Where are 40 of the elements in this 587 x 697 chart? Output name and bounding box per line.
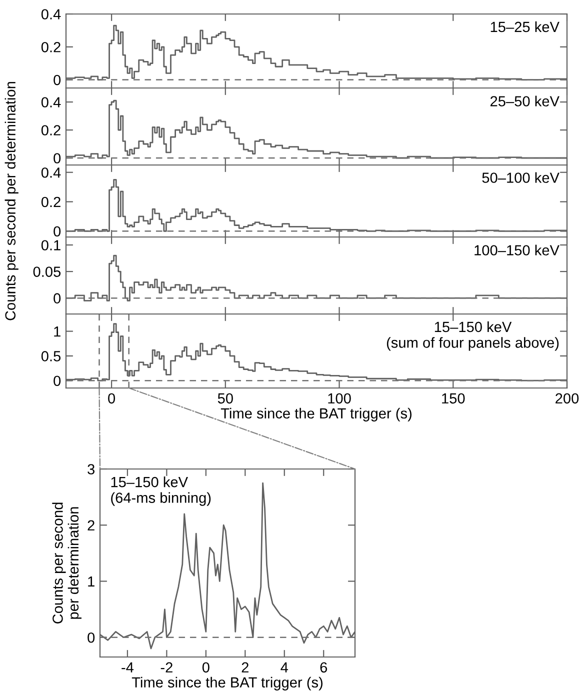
y-tick-label: 0.2	[41, 42, 60, 52]
y-tick-label: 0.4	[41, 9, 61, 20]
y-tick-label: 1	[54, 326, 60, 337]
y-tick-label: 0.4	[41, 97, 61, 108]
annotation: 100–150 keV	[474, 244, 560, 256]
annotation: 15–150 keV (sum of four panels above)	[386, 321, 559, 351]
x-tick-label: 200	[556, 393, 579, 404]
y-axis-title: Counts per second per determination	[4, 82, 18, 320]
annotation: 25–50 keV	[490, 96, 560, 106]
y-tick-label: 0.2	[41, 125, 60, 136]
x-axis-title: Time since the BAT trigger (s)	[220, 408, 412, 422]
y-tick-label: 0	[54, 153, 61, 164]
y-axis-title: Counts per second per determination	[52, 502, 82, 624]
y-tick-label: 0	[54, 226, 61, 237]
y-tick-label: 1	[88, 576, 94, 587]
y-tick-label: 0.05	[33, 266, 61, 277]
x-tick-label: 150	[442, 393, 465, 404]
y-tick-label: 0.2	[41, 196, 60, 208]
x-tick-label: 50	[218, 393, 233, 404]
y-tick-label: 0	[54, 74, 61, 86]
x-tick-label: 100	[328, 393, 351, 404]
y-tick-label: 2	[88, 520, 94, 530]
x-tick-label: -2	[160, 662, 172, 672]
annotation: 15–25 keV	[490, 21, 560, 32]
y-tick-label: 0	[54, 293, 61, 304]
x-tick-label: 6	[320, 662, 328, 673]
x-axis-title: Time since the BAT trigger (s)	[132, 676, 323, 690]
x-tick-label: 0	[108, 393, 116, 404]
x-tick-label: 0	[202, 662, 210, 673]
x-tick-label: 2	[242, 662, 248, 672]
x-tick-label: 4	[280, 662, 288, 672]
annotation: 15–150 keV (64-ms binning)	[111, 476, 211, 506]
y-tick-label: 0	[88, 632, 95, 643]
annotation: 50–100 keV	[482, 172, 560, 183]
y-tick-label: 0.4	[41, 167, 61, 178]
y-tick-label: 3	[88, 464, 94, 474]
y-tick-label: 0.5	[41, 351, 61, 362]
y-tick-label: 0	[54, 376, 61, 386]
x-tick-label: -4	[122, 662, 134, 672]
y-tick-label: 0.1	[41, 240, 60, 250]
